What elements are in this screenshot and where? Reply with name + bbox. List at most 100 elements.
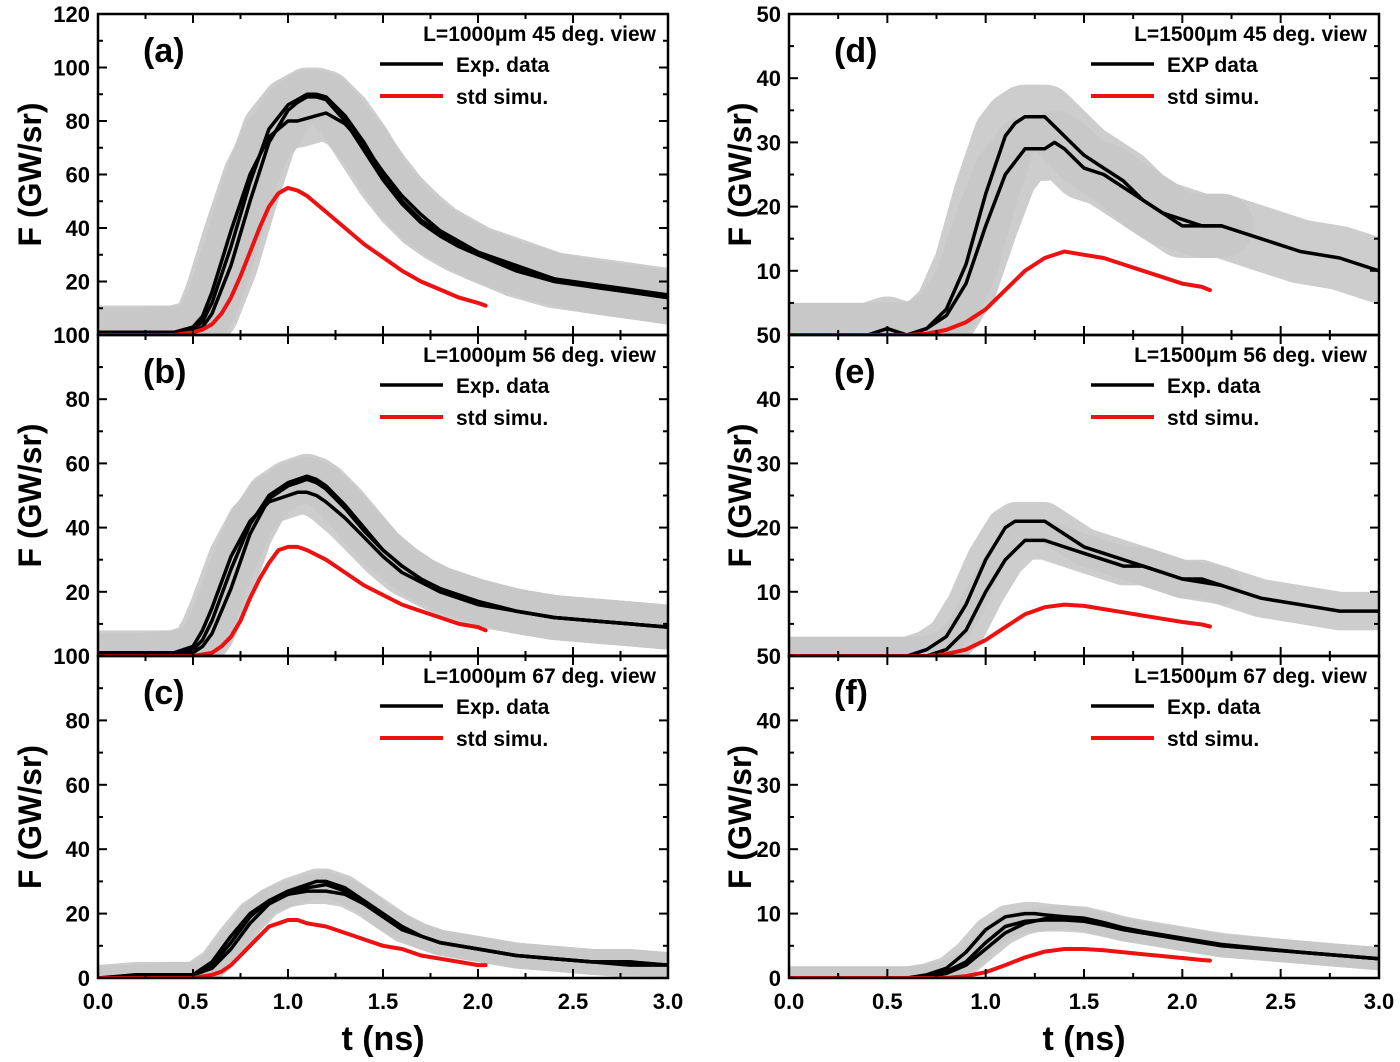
y-tick-label: 40 [757, 66, 781, 91]
y-tick-label: 40 [66, 837, 90, 862]
y-tick-label: 100 [53, 56, 90, 81]
error-band [789, 110, 1254, 335]
legend-title: L=1000μm 67 deg. view [423, 665, 657, 688]
legend-title: L=1500μm 67 deg. view [1134, 665, 1368, 688]
simulation-line [789, 249, 1212, 335]
y-tick-label: 50 [757, 2, 781, 27]
legend-entry: Exp. data [1167, 375, 1261, 398]
x-tick-label: 1.5 [368, 989, 399, 1014]
x-tick-label: 1.0 [970, 989, 1001, 1014]
y-tick-label: 50 [757, 323, 781, 348]
panel-label: (e) [834, 353, 876, 391]
legend-entry: Exp. data [456, 696, 550, 719]
plot-area [98, 868, 668, 978]
y-tick-label: 20 [757, 837, 781, 862]
panel-f: 0 10 20 30 40 0.0 0.5 1.0 1.5 2.0 2.5 3.0 t (ns) F (G… [722, 654, 1395, 1058]
legend-entry: Exp. data [456, 375, 550, 398]
plot-area [98, 453, 668, 656]
y-axis-label: F (GW/sr) [722, 103, 758, 247]
y-tick-label: 60 [66, 163, 90, 188]
x-tick-label: 0.0 [774, 989, 805, 1014]
panel-d: 50 10 20 30 40 50 F (GW/sr) (d) L=1500μm 45 deg.… [722, 2, 1381, 348]
y-tick-label: 10 [757, 902, 781, 927]
y-tick-label: 20 [757, 516, 781, 541]
x-axis-label: t (ns) [341, 1020, 424, 1058]
legend: L=1000μm 45 deg. view Exp. data std simu. [380, 23, 657, 109]
plot-area [789, 501, 1379, 656]
panel-b: 100 20 40 60 80 F (GW/sr) (b) L=1000μm 56 deg. … [12, 333, 670, 669]
legend-title: L=1000μm 45 deg. view [423, 23, 657, 46]
y-axis-label: F (GW/sr) [12, 424, 48, 568]
panel-label: (b) [143, 353, 186, 391]
simulation-line [98, 185, 488, 335]
y-tick-label: 80 [66, 387, 90, 412]
y-tick-label: 0 [78, 966, 90, 991]
x-tick-label: 0.5 [872, 989, 903, 1014]
plot-area [789, 902, 1379, 978]
y-tick-label: 100 [53, 644, 90, 669]
experiment-line [789, 140, 1224, 335]
plot-area [98, 67, 668, 335]
x-tick-label: 1.0 [273, 989, 304, 1014]
legend-title: L=1500μm 56 deg. view [1134, 344, 1368, 367]
legend-entry: Exp. data [456, 54, 550, 77]
y-tick-label: 120 [53, 2, 90, 27]
x-tick-label: 2.0 [463, 989, 494, 1014]
y-tick-label: 30 [757, 130, 781, 155]
x-tick-label: 0.5 [178, 989, 209, 1014]
y-tick-label: 20 [757, 195, 781, 220]
y-tick-label: 10 [757, 259, 781, 284]
y-tick-label: 0 [769, 966, 781, 991]
legend-entry: std simu. [1167, 728, 1259, 751]
legend-entry: std simu. [456, 86, 548, 109]
x-tick-label: 3.0 [1364, 989, 1395, 1014]
simulation-line [98, 544, 488, 656]
experiment-line [98, 477, 668, 656]
panel-label: (a) [143, 32, 185, 70]
y-tick-label: 20 [66, 580, 90, 605]
x-axis-label: t (ns) [1042, 1020, 1125, 1058]
y-tick-label: 80 [66, 109, 90, 134]
plot-area [789, 84, 1379, 335]
panel-c: 0 20 40 60 80 0.0 0.5 1.0 1.5 2.0 2.5 3.0 t (ns) F (G… [12, 654, 684, 1058]
y-tick-label: 20 [66, 902, 90, 927]
x-tick-label: 3.0 [653, 989, 684, 1014]
y-tick-label: 60 [66, 773, 90, 798]
legend: L=1500μm 45 deg. view EXP data std simu. [1091, 23, 1368, 109]
simulation-line [789, 947, 1212, 978]
legend-entry: std simu. [456, 728, 548, 751]
experiment-line [98, 95, 668, 335]
y-axis-label: F (GW/sr) [12, 103, 48, 247]
y-tick-label: 60 [66, 451, 90, 476]
y-tick-label: 40 [66, 216, 90, 241]
legend: L=1500μm 56 deg. view Exp. data std simu. [1091, 344, 1368, 430]
legend-entry: std simu. [1167, 407, 1259, 430]
legend-entry: std simu. [1167, 86, 1259, 109]
x-tick-label: 2.5 [1265, 989, 1296, 1014]
panel-label: (d) [834, 32, 877, 70]
y-tick-label: 10 [757, 580, 781, 605]
panel-label: (f) [834, 674, 868, 712]
y-tick-label: 40 [66, 516, 90, 541]
y-tick-label: 50 [757, 644, 781, 669]
legend-entry: std simu. [456, 407, 548, 430]
x-tick-label: 2.0 [1167, 989, 1198, 1014]
x-tick-label: 1.5 [1069, 989, 1100, 1014]
y-tick-label: 100 [53, 323, 90, 348]
legend-entry: EXP data [1167, 54, 1258, 77]
y-axis-label: F (GW/sr) [722, 745, 758, 889]
panel-a: 100 20 40 60 80 100 120 F (GW/sr) (a) L=1000μm 45… [12, 2, 670, 348]
y-tick-label: 30 [757, 451, 781, 476]
y-tick-label: 40 [757, 387, 781, 412]
simulation-line [98, 918, 488, 978]
experiment-line [98, 111, 668, 335]
y-axis-label: F (GW/sr) [722, 424, 758, 568]
experiment-line [789, 538, 1224, 656]
legend: L=1000μm 56 deg. view Exp. data std simu. [380, 344, 657, 430]
y-tick-label: 20 [66, 270, 90, 295]
experiment-line [98, 882, 668, 978]
x-tick-label: 2.5 [558, 989, 589, 1014]
legend-entry: Exp. data [1167, 696, 1261, 719]
panel-e: 50 10 20 30 40 F (GW/sr) (e) L=1500μm 56 deg. v… [722, 333, 1381, 669]
